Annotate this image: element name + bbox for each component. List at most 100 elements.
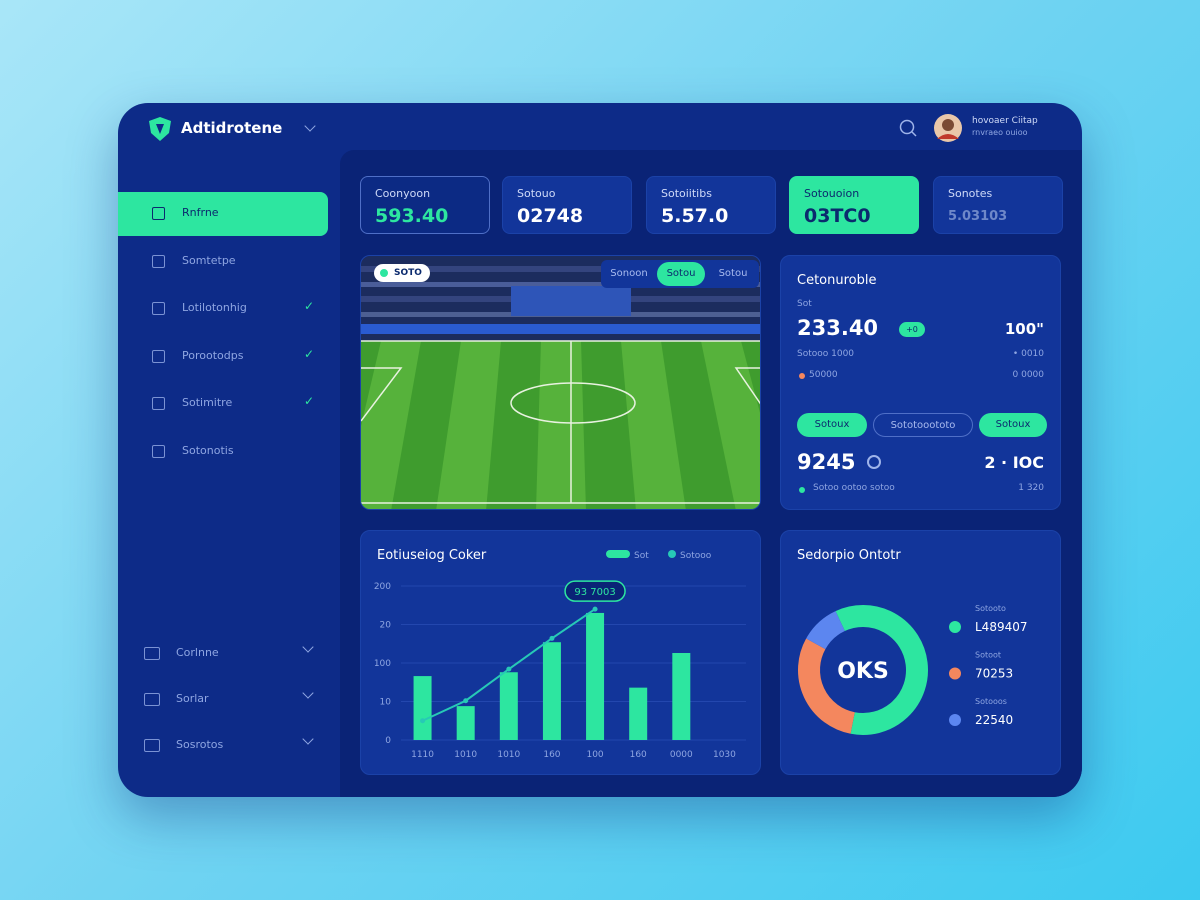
x-tick-label: 0000	[670, 750, 693, 760]
nav-label: Somtetpe	[182, 253, 236, 267]
pitch-image	[361, 256, 760, 509]
line-point	[592, 606, 598, 612]
nav-item[interactable]: Sotonotis	[118, 430, 328, 474]
video-tab[interactable]: Sotou	[718, 268, 748, 279]
stats-button[interactable]: Sotoux	[797, 413, 867, 437]
annotation-pill	[564, 580, 626, 602]
user-name: hovoaer Ciitap	[972, 116, 1038, 126]
video-tab[interactable]: Sotou	[657, 262, 705, 286]
kpi-label: Coonyoon	[375, 187, 431, 200]
nav-label: Sosrotos	[176, 738, 224, 751]
legend-label: Sotooo	[680, 551, 712, 561]
nav-label: Sotonotis	[182, 443, 234, 457]
y-tick-label: 100	[374, 659, 391, 669]
nav-check: ✓	[304, 346, 315, 361]
footer-item[interactable]: Sorlar	[118, 678, 328, 722]
legend-label: Sot	[634, 551, 649, 561]
stats-button[interactable]: Sototooototo	[873, 413, 973, 437]
pie-slice	[806, 611, 846, 650]
user-role: rnvraeo ouioo	[972, 128, 1028, 137]
nav-icon	[152, 349, 165, 363]
x-tick-label: 1030	[713, 750, 736, 760]
nav-label: Sotimitre	[182, 396, 233, 409]
kpi-value: 03TC0	[804, 205, 871, 227]
legend-label: Sotooto	[975, 604, 1006, 613]
x-tick-label: 1010	[497, 750, 520, 760]
nav-item[interactable]: Lotilotonhig ✓	[118, 287, 328, 331]
stats-icon	[867, 455, 881, 469]
nav-icon	[144, 647, 160, 660]
stats-row: Sotooo 1000	[797, 349, 855, 359]
nav-chevron	[302, 687, 314, 699]
nav-icon	[152, 444, 165, 458]
line-point	[506, 666, 512, 672]
nav-label: Corlnne	[176, 646, 219, 659]
bar	[456, 706, 475, 740]
kpi-value: 02748	[517, 205, 584, 227]
foot-dot	[799, 487, 805, 493]
nav-check: ✓	[304, 299, 315, 313]
chart-title: Eotiuseiog Coker	[377, 548, 487, 563]
line-point	[549, 635, 555, 641]
legend-value: 70253	[975, 667, 1013, 681]
avatar[interactable]	[933, 113, 963, 143]
bar-card: Eotiuseiog Coker 0 10 100 20 200 1110 1010 1010 1…	[360, 530, 761, 775]
legend-dot	[949, 667, 961, 680]
bar	[629, 687, 648, 740]
stats-foot: Sotoo ootoo sotoo	[813, 483, 895, 493]
legend-value: 22540	[975, 713, 1013, 727]
bar	[413, 676, 432, 740]
stats-right-value: 100"	[1004, 320, 1044, 338]
video-card: SOTO Sonoon Sotou Sotou	[360, 255, 761, 510]
kpi-label: Sotoiitibs	[661, 187, 712, 200]
video-tabs: Sonoon Sotou Sotou	[601, 260, 759, 288]
nav-icon	[144, 693, 160, 706]
line-point	[420, 718, 426, 724]
nav-item[interactable]: Somtetpe	[118, 240, 328, 284]
kpi-label: Sonotes	[948, 187, 993, 200]
nav-label: Rnfrne	[182, 206, 219, 219]
stats-card: Cetonuroble Sot 233.40 +0 100" Sotooo 10…	[780, 255, 1061, 510]
bar-chart: Eotiuseiog Coker 0 10 100 20 200 1110 1010 1010 1…	[374, 548, 746, 760]
y-tick-label: 10	[380, 698, 392, 708]
nav-icon	[152, 397, 165, 410]
nav-label: Sorlar	[176, 692, 209, 705]
annotation: 93 7003	[574, 587, 615, 598]
stats-row: 50000	[809, 370, 838, 380]
stats-button[interactable]: Sotoux	[979, 413, 1047, 437]
kpi-value: 5.03103	[948, 209, 1008, 224]
legend-dot	[949, 621, 961, 633]
legend-label: Sotoot	[975, 651, 1001, 660]
x-tick-label: 160	[543, 750, 560, 760]
stats-foot-right: 1 320	[1018, 483, 1044, 493]
stats-title: Cetonuroble	[797, 273, 877, 288]
stats-caption: Sot	[797, 299, 812, 309]
video-tab[interactable]: Sonoon	[610, 268, 648, 279]
bar	[586, 612, 605, 740]
nav-item[interactable]: Rnfrne	[118, 192, 328, 236]
kpi-label: Sotouo	[517, 187, 556, 200]
nav-icon	[144, 739, 160, 752]
search[interactable]	[898, 118, 918, 138]
legend-swatch	[606, 550, 630, 558]
nav-item[interactable]: Porootodps ✓	[118, 335, 328, 379]
footer-item[interactable]: Corlnne	[118, 632, 328, 676]
stats-row-right: 0 0000	[1012, 370, 1045, 380]
nav-item[interactable]: Sotimitre ✓	[118, 382, 328, 426]
stats-value: 233.40	[797, 316, 879, 340]
logo	[149, 117, 171, 141]
bar	[542, 642, 561, 740]
live-badge: SOTO	[374, 264, 430, 282]
footer-item[interactable]: Sosrotos	[118, 724, 328, 768]
legend-dot	[949, 714, 961, 726]
kpi-label: Sotouoion	[804, 187, 860, 200]
y-tick-label: 0	[385, 736, 391, 746]
kpi-card: Coonyoon 593.40	[360, 176, 490, 234]
legend-swatch	[668, 550, 676, 558]
nav-chevron	[302, 733, 314, 745]
stats-pill: +0	[899, 322, 925, 337]
kpi-card: Sotouo 02748	[502, 176, 632, 234]
stats-row-right: • 0010	[1012, 349, 1044, 359]
row-dot	[799, 373, 805, 379]
